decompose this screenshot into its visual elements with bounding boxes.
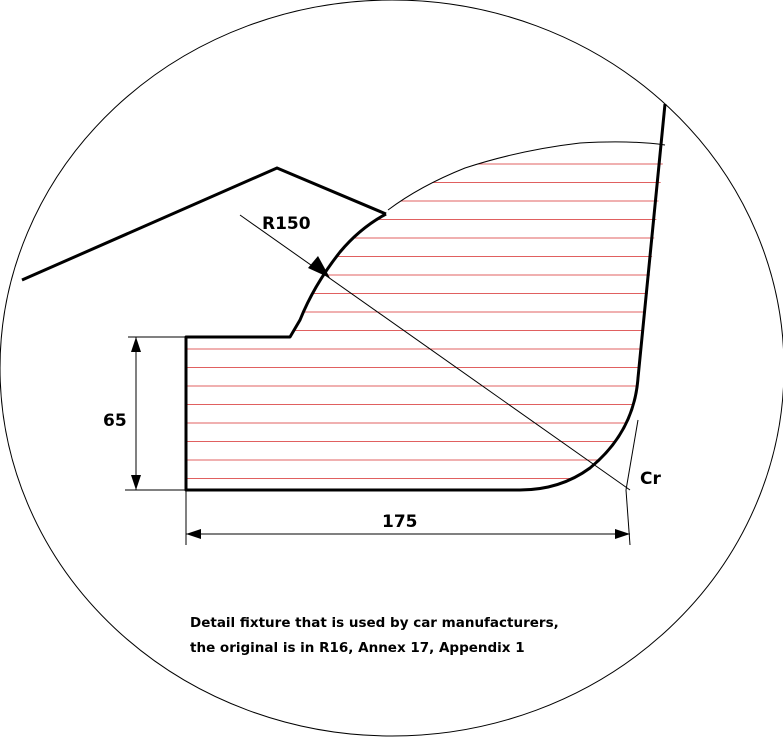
r150-arrowhead: [308, 256, 330, 278]
label-65: 65: [103, 411, 127, 431]
cr-line-2: [625, 489, 631, 546]
caption-line-1: Detail fixture that is used by car manuf…: [190, 615, 559, 631]
fixture-outline: [184, 103, 667, 492]
hatching: [186, 163, 665, 479]
caption-line-2: the original is in R16, Annex 17, Append…: [190, 640, 525, 656]
cr-line-1: [625, 419, 639, 491]
r150-arc-thin: [387, 141, 666, 211]
dim-175-arrow-left: [186, 529, 201, 539]
dim-65-arrow-top: [131, 337, 141, 352]
label-175: 175: [382, 512, 418, 532]
dim-175-arrow-right: [615, 529, 630, 539]
label-r150: R150: [262, 214, 311, 234]
roof-profile: [21, 166, 387, 282]
dim-65-arrow-bottom: [131, 475, 141, 490]
r150-leader-line: [239, 214, 631, 491]
label-cr: Cr: [640, 469, 661, 489]
